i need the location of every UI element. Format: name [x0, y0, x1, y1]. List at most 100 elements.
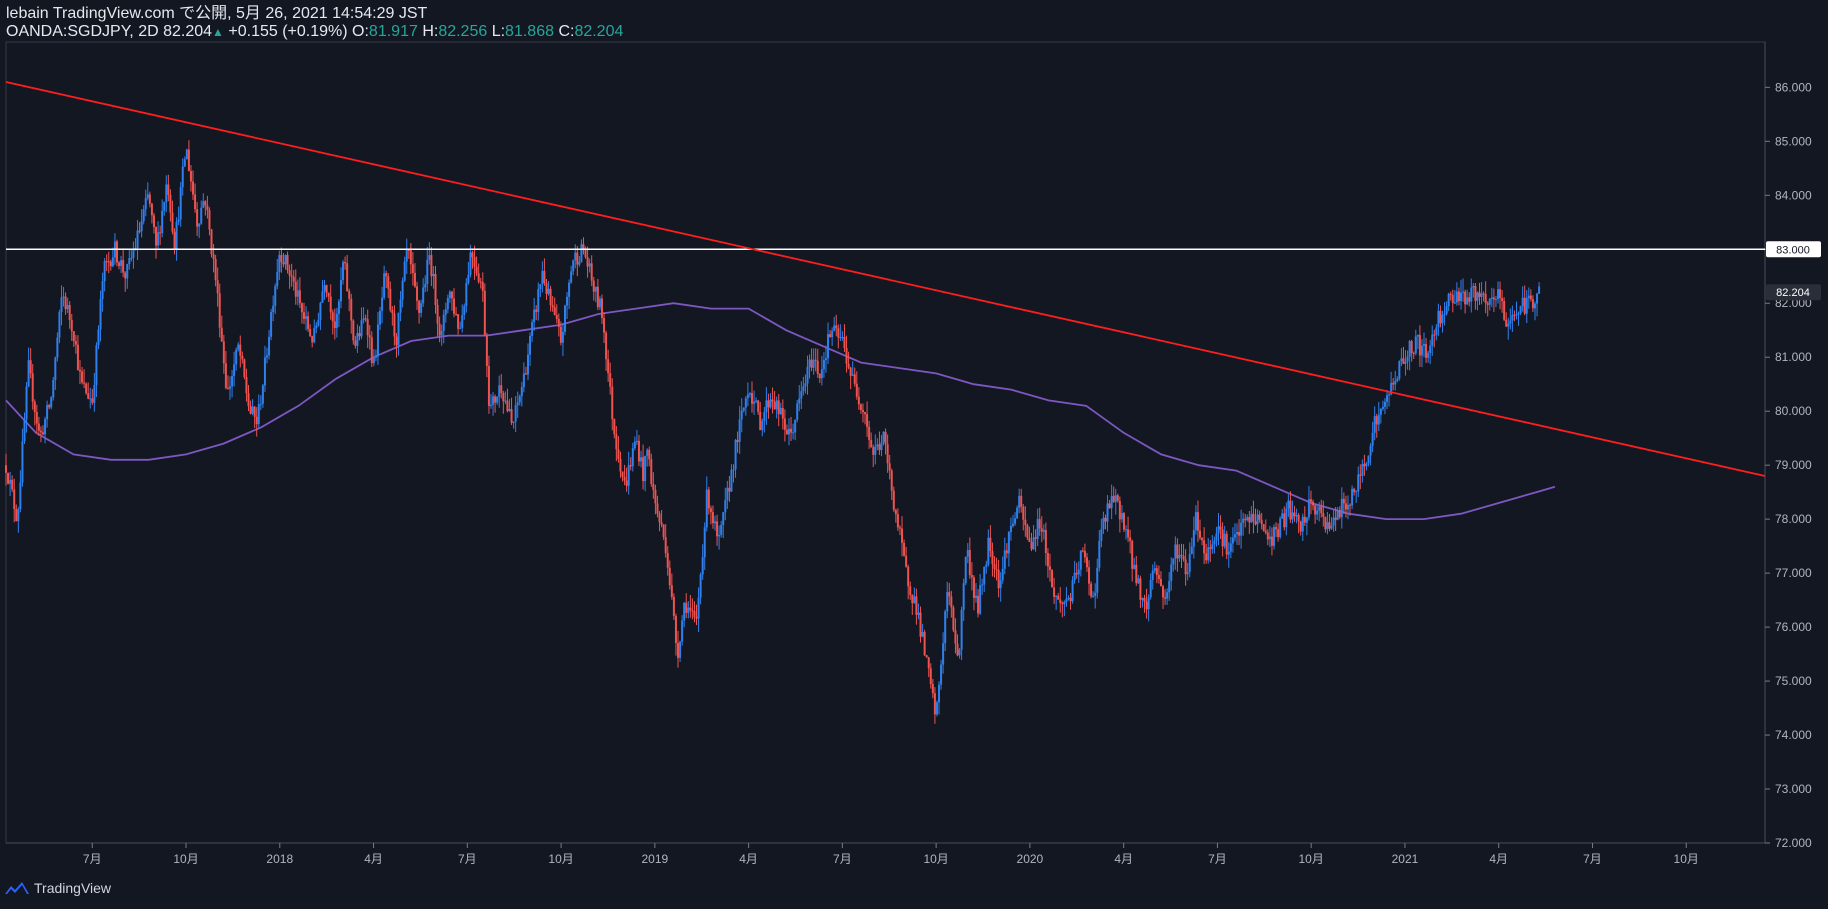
candle-up — [1141, 597, 1144, 608]
candle-down — [7, 472, 10, 485]
candle-body — [1416, 334, 1419, 337]
candle-body — [894, 509, 897, 515]
candle-down — [1209, 540, 1212, 563]
candle-down — [1492, 288, 1495, 312]
candle-down — [1020, 488, 1023, 513]
candle-body — [1390, 382, 1393, 395]
candle-up — [1100, 518, 1103, 548]
candle-up — [284, 254, 287, 270]
candle-body — [1431, 334, 1434, 346]
candle-up — [533, 297, 536, 331]
candle-body — [956, 643, 959, 656]
candle-body — [1145, 601, 1148, 610]
candle-down — [208, 207, 211, 236]
x-tick-label: 2020 — [1017, 852, 1044, 866]
candle-up — [233, 351, 236, 387]
candle-body — [483, 290, 486, 336]
candle-down — [138, 222, 141, 234]
candle-down — [954, 618, 957, 654]
candle-body — [750, 393, 753, 404]
candle-body — [816, 360, 819, 374]
candle-body — [7, 472, 10, 484]
candle-body — [107, 261, 110, 263]
candle-body — [1030, 541, 1033, 550]
candle-body — [516, 402, 519, 406]
candle-down — [477, 263, 480, 284]
candle-body — [598, 298, 601, 308]
candle-down — [387, 273, 390, 299]
candle-up — [235, 347, 238, 371]
candle-body — [1386, 395, 1389, 402]
candle-body — [1246, 517, 1249, 521]
candle-up — [1453, 290, 1456, 305]
candle-up — [323, 279, 326, 300]
candle-body — [313, 328, 316, 343]
candle-body — [1433, 334, 1436, 336]
candle-body — [1209, 547, 1212, 550]
candle-body — [1486, 303, 1489, 305]
candle-down — [487, 355, 490, 414]
candle-body — [1299, 521, 1302, 532]
candle-down — [1139, 575, 1142, 609]
candle-body — [1332, 517, 1335, 526]
candle-up — [761, 418, 764, 437]
candle-up — [724, 487, 727, 521]
y-tick-label: 76.000 — [1775, 620, 1812, 634]
candle-body — [872, 447, 875, 455]
candle-body — [118, 262, 121, 266]
candle-up — [1256, 509, 1259, 533]
candle-body — [1367, 455, 1370, 464]
candle-up — [356, 324, 359, 353]
candle-body — [1116, 495, 1119, 501]
candle-body — [132, 250, 135, 258]
candle-up — [1447, 292, 1450, 312]
candle-body — [1096, 567, 1099, 593]
candle-body — [1055, 595, 1058, 597]
candle-down — [1176, 538, 1179, 572]
candle-down — [1402, 346, 1405, 365]
candle-up — [1096, 558, 1099, 599]
x-tick-label: 10月 — [173, 852, 198, 866]
candle-up — [1355, 490, 1358, 503]
candle-down — [968, 537, 971, 579]
candle-up — [1443, 302, 1446, 326]
candle-down — [886, 434, 889, 473]
candle-down — [853, 367, 856, 387]
candle-up — [938, 681, 941, 715]
candle-body — [1330, 525, 1333, 529]
candle-body — [975, 595, 978, 598]
candle-body — [553, 307, 556, 316]
candle-up — [746, 382, 749, 407]
candle-up — [962, 578, 965, 621]
candle-body — [1272, 527, 1275, 546]
candle-body — [142, 209, 145, 222]
candle-body — [905, 555, 908, 567]
y-tick-label: 78.000 — [1775, 512, 1812, 526]
candle-body — [111, 257, 114, 267]
candle-up — [1519, 305, 1522, 316]
candle-body — [993, 564, 996, 570]
candle-up — [1536, 292, 1539, 317]
candle-body — [923, 631, 926, 656]
candle-body — [537, 289, 540, 312]
candle-down — [829, 330, 832, 338]
candle-up — [802, 376, 805, 396]
candle-down — [216, 267, 219, 307]
candle-up — [958, 647, 961, 659]
candle-up — [827, 322, 830, 364]
x-tick-label: 7月 — [1208, 852, 1227, 866]
x-tick-label: 7月 — [1583, 852, 1602, 866]
candle-body — [202, 201, 205, 208]
candle-up — [1527, 287, 1530, 309]
candle-up — [58, 309, 61, 344]
candle-up — [1231, 527, 1234, 553]
candle-body — [831, 330, 834, 338]
candle-down — [204, 200, 207, 216]
candle-body — [810, 359, 813, 368]
candle-body — [652, 483, 655, 490]
candle-up — [681, 615, 684, 646]
candle-up — [305, 306, 308, 331]
candle-body — [229, 386, 232, 389]
candle-body — [185, 149, 188, 160]
